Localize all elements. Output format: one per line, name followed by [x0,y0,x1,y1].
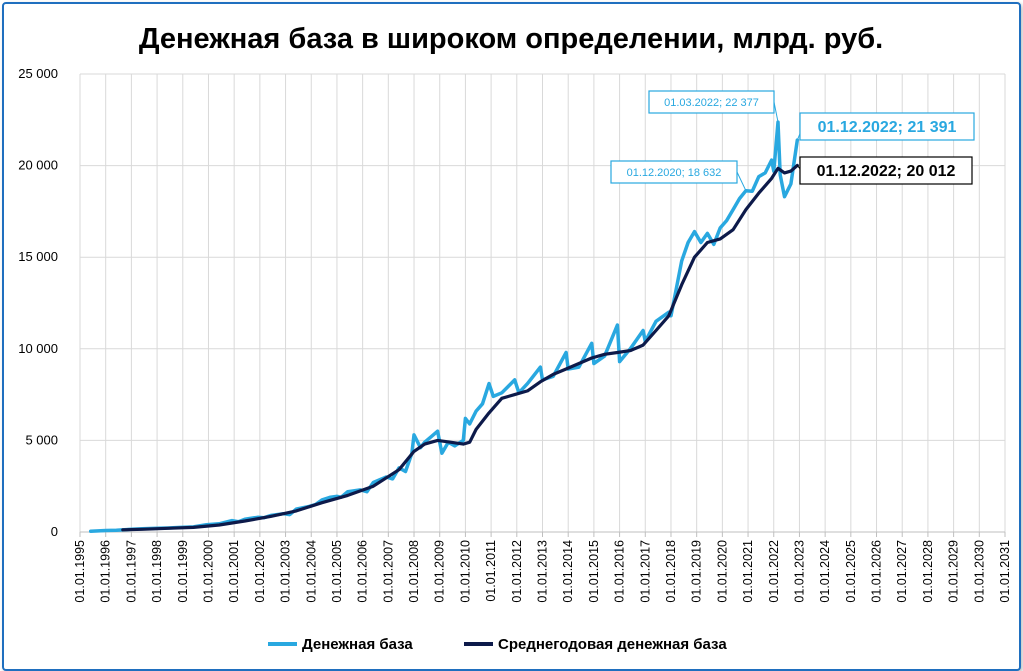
legend-label-money-base: Денежная база [302,636,413,653]
x-tick-label: 01.01.2016 [613,540,627,603]
x-tick-label: 01.01.2004 [304,540,318,603]
annotation-2020-box [610,160,738,184]
x-tick-label: 01.01.2030 [972,540,986,603]
x-tick-label: 01.01.2024 [818,540,832,603]
x-tick-label: 01.01.2009 [433,540,447,603]
x-tick-label: 01.01.2005 [330,540,344,603]
y-tick-label: 20 000 [18,158,58,173]
annotation-last-money-base-box [799,112,975,141]
x-tick-label: 01.01.2022 [767,540,781,603]
x-tick-label: 01.01.1998 [150,540,164,603]
x-tick-label: 01.01.2020 [715,540,729,603]
y-tick-label: 25 000 [18,66,58,81]
annotation-2020-leader [736,171,747,191]
x-tick-label: 01.01.2001 [227,540,241,603]
y-tick-label: 5 000 [25,432,58,447]
x-tick-label: 01.01.1997 [124,540,138,603]
legend-label-average-money-base: Среднегодовая денежная база [498,636,727,653]
x-tick-label: 01.01.2010 [458,540,472,603]
x-tick-label: 01.01.2019 [690,540,704,603]
x-tick-label: 01.01.1999 [176,540,190,603]
series-line-average-money-base [121,163,799,532]
x-tick-label: 01.01.2026 [870,540,884,603]
x-tick-label: 01.01.2007 [381,540,395,603]
y-tick-label: 10 000 [18,341,58,356]
x-tick-label: 01.01.2017 [638,540,652,603]
x-tick-label: 01.01.2003 [279,540,293,603]
x-tick-label: 01.01.2012 [510,540,524,603]
y-tick-label: 0 [51,524,58,539]
x-tick-label: 01.01.2013 [536,540,550,603]
annotation-last-average-box [799,156,973,185]
x-tick-label: 01.01.2011 [484,540,498,602]
x-tick-label: 01.01.1996 [99,540,113,603]
x-tick-label: 01.01.2023 [792,540,806,603]
x-tick-label: 01.01.2018 [664,540,678,603]
x-tick-label: 01.01.2031 [998,540,1012,603]
annotation-peak-2022-label: 01.03.2022; 22 377 [664,97,759,109]
annotation-last-money-base-label: 01.12.2022; 21 391 [818,119,957,136]
y-tick-label: 15 000 [18,249,58,264]
annotation-last-average-label: 01.12.2022; 20 012 [817,163,956,180]
x-tick-label: 01.01.2025 [844,540,858,603]
x-tick-label: 01.01.1995 [73,540,87,603]
x-tick-label: 01.01.2029 [947,540,961,603]
x-tick-label: 01.01.2008 [407,540,421,603]
x-tick-label: 01.01.2014 [561,540,575,603]
annotation-2020-label: 01.12.2020; 18 632 [627,167,722,179]
x-tick-label: 01.01.2021 [741,540,755,603]
x-tick-label: 01.01.2002 [253,540,267,603]
chart-title: Денежная база в широком определении, млр… [139,23,883,55]
x-tick-label: 01.01.2015 [587,540,601,603]
x-tick-label: 01.01.2028 [921,540,935,603]
x-tick-label: 01.01.2000 [201,540,215,603]
x-tick-label: 01.01.2006 [356,540,370,603]
annotation-peak-2022-box [648,90,775,114]
x-tick-label: 01.01.2027 [895,540,909,603]
annotation-peak-2022-leader [773,101,779,123]
